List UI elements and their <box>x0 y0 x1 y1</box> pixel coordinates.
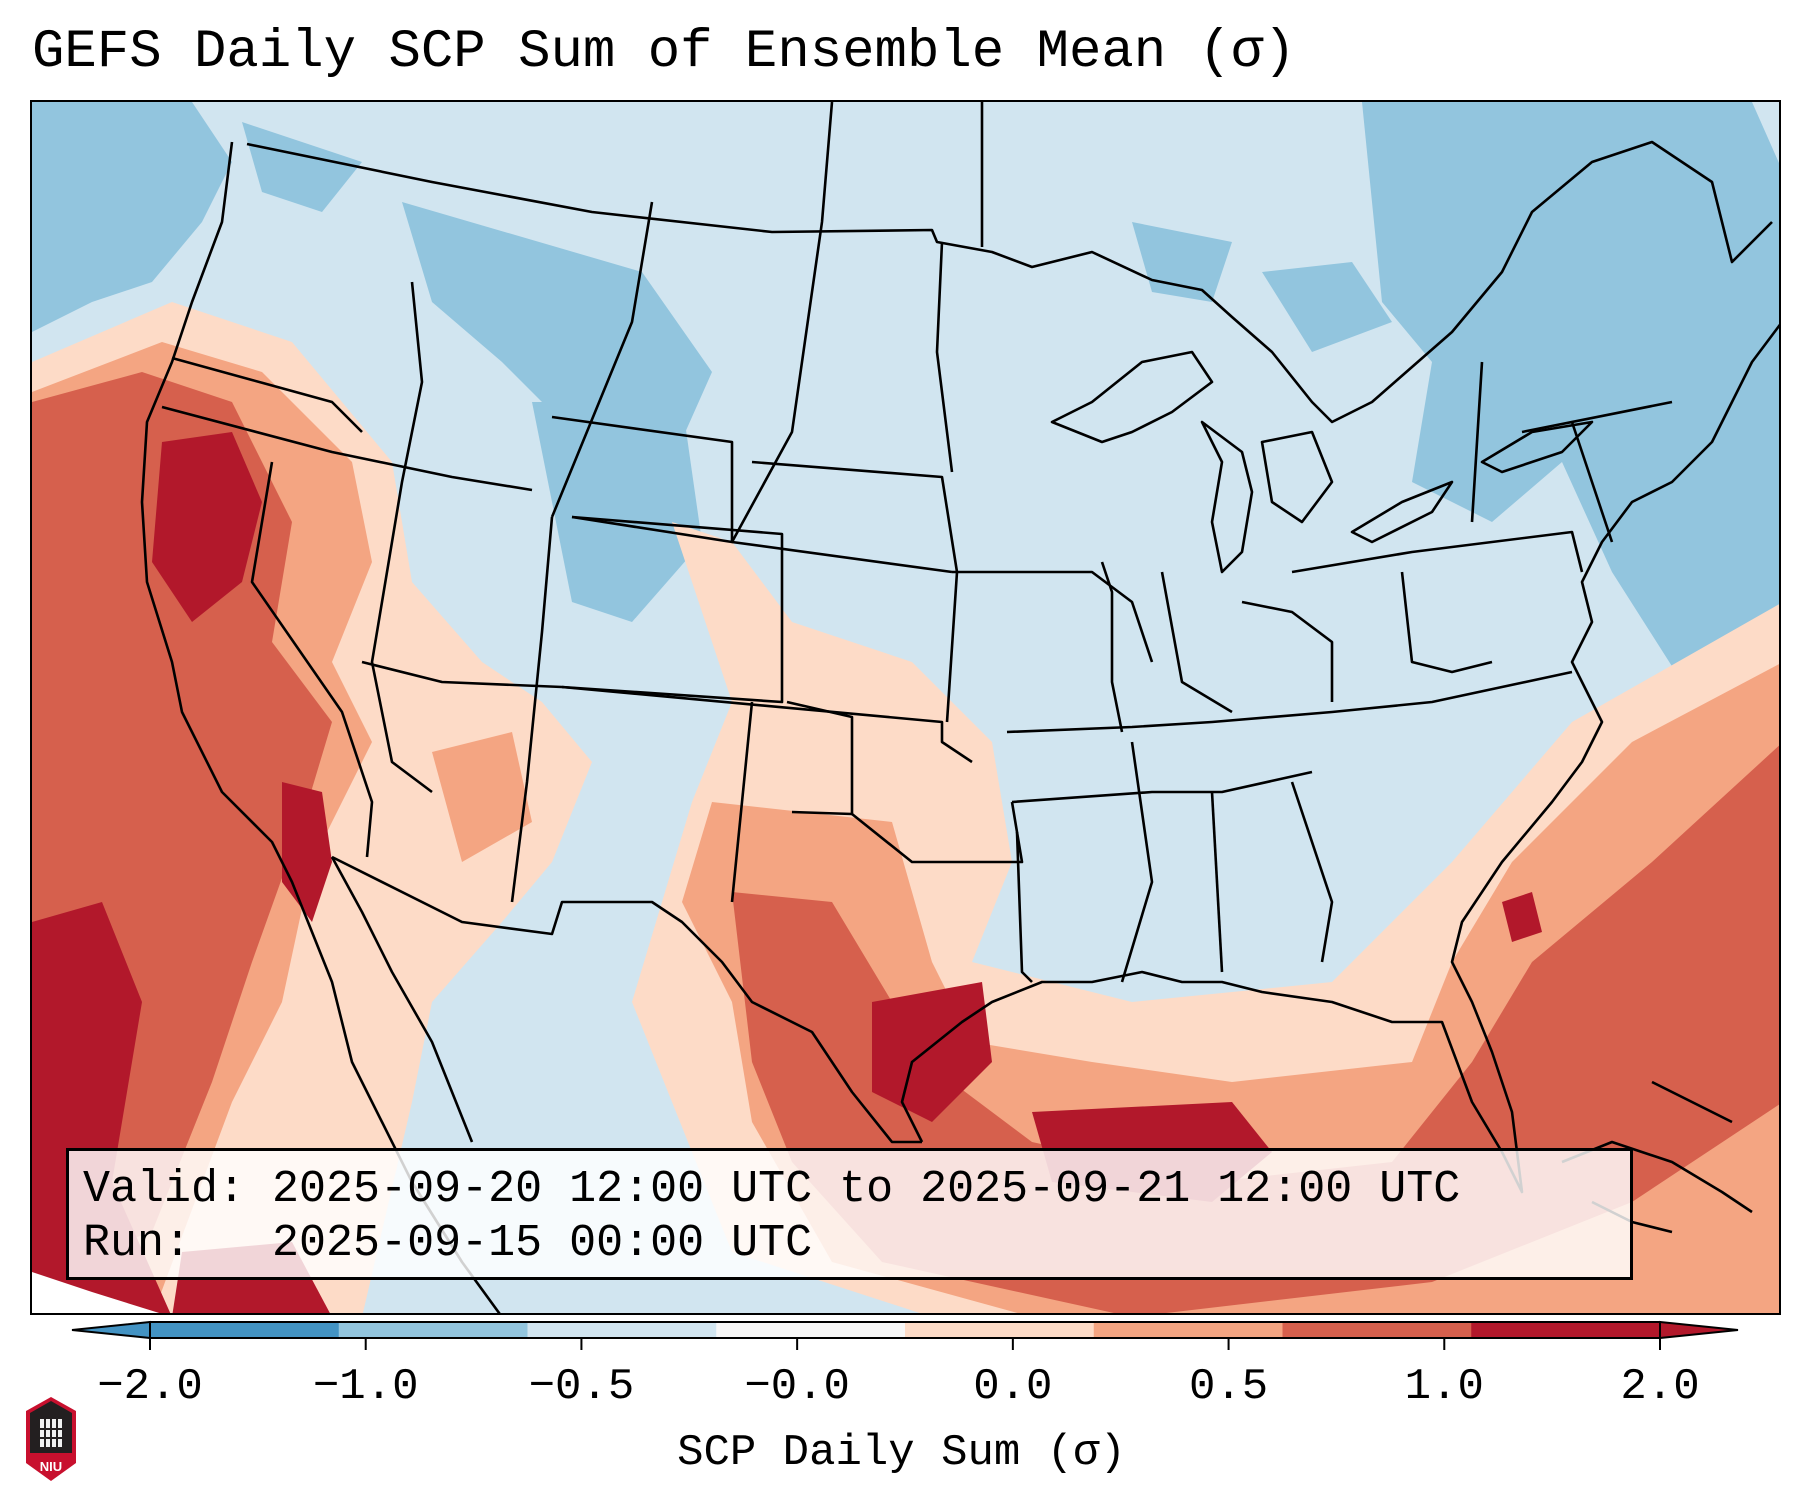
colorbar-cell <box>1282 1322 1472 1338</box>
colorbar-tick-label: 0.5 <box>1188 1362 1269 1412</box>
run-time: 2025-09-15 00:00 UTC <box>272 1218 813 1269</box>
scp-field-map <box>32 102 1779 1313</box>
valid-run-info-box: Valid: 2025-09-20 12:00 UTC to 2025-09-2… <box>66 1148 1633 1280</box>
colorbar-label: SCP Daily Sum (σ) <box>677 1428 1126 1478</box>
colorbar <box>71 1320 1739 1350</box>
niu-logo: NIU <box>26 1397 76 1481</box>
colorbar-cell <box>150 1322 340 1338</box>
colorbar-outline <box>71 1320 1739 1340</box>
colorbar-cell <box>1471 1322 1661 1338</box>
state-boundaries <box>140 102 1779 1313</box>
colorbar-tick-label: 2.0 <box>1620 1362 1700 1412</box>
colorbar-cell <box>1093 1322 1283 1338</box>
valid-label: Valid: <box>83 1164 246 1215</box>
colorbar-cell <box>338 1322 528 1338</box>
colorbar-tick-label: −2.0 <box>97 1362 203 1412</box>
colorbar-cell <box>716 1322 906 1338</box>
run-label: Run: <box>83 1218 192 1269</box>
colorbar-cell <box>905 1322 1095 1338</box>
colorbar-tick-label: −0.5 <box>528 1362 635 1412</box>
colorbar-tick-label: −1.0 <box>312 1362 419 1412</box>
valid-range: 2025-09-20 12:00 UTC to 2025-09-21 12:00… <box>272 1164 1461 1215</box>
colorbar-tick-label: 1.0 <box>1404 1362 1484 1412</box>
map-panel <box>30 100 1781 1315</box>
outside-domain <box>32 1272 160 1313</box>
colorbar-tick-label: 0.0 <box>973 1362 1053 1412</box>
colorbar-tick-label: −0.0 <box>744 1362 850 1412</box>
colorbar-cell <box>527 1322 717 1338</box>
svg-text:NIU: NIU <box>40 1459 62 1474</box>
chart-title: GEFS Daily SCP Sum of Ensemble Mean (σ) <box>32 22 1296 83</box>
